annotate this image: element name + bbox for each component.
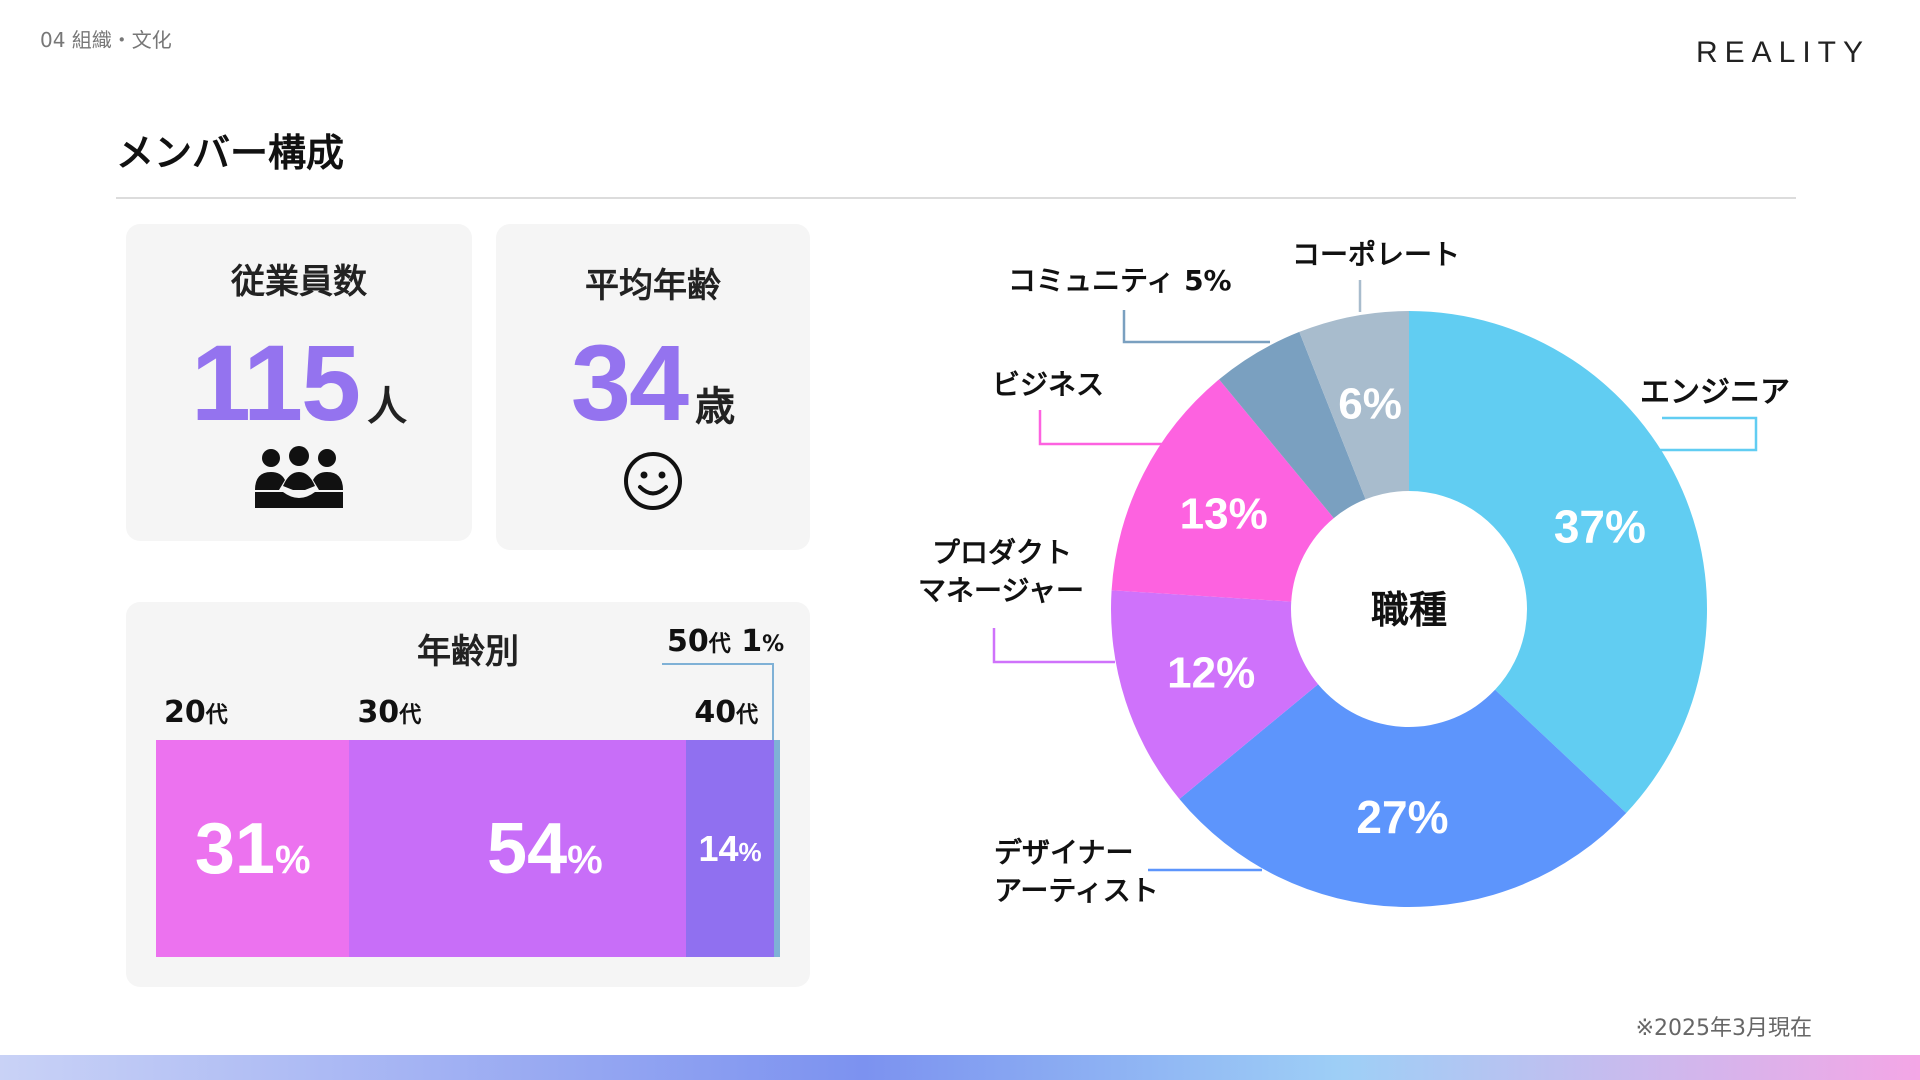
age-label-suffix: 代 [205, 703, 228, 728]
donut-slice-value-label: 13% [1180, 490, 1268, 539]
donut-leader-line [1650, 416, 1758, 452]
age-label-suffix: 代 [708, 632, 731, 657]
donut-slice-value-label: 12% [1167, 648, 1255, 697]
brand-logo: REALITY [1695, 36, 1870, 69]
donut-category-label: マネージャー [918, 574, 1084, 607]
donut-slice [1219, 331, 1366, 519]
age-label-suffix: 代 [399, 703, 422, 728]
donut-leader-line [992, 628, 1115, 664]
age-label-20: 20代 [164, 695, 228, 730]
age-segment-40: 14% [686, 740, 774, 957]
donut-category-label: エンジニア [1640, 375, 1790, 410]
age-50s-leader-line [662, 663, 774, 740]
people-group-icon [253, 446, 345, 512]
average-age-card: 平均年齢 34 歳 [496, 224, 810, 550]
percent-sign: % [274, 837, 311, 882]
age-label-30: 30代 [357, 695, 421, 730]
footnote: ※2025年3月現在 [1635, 1016, 1812, 1041]
footer-gradient-bar [0, 1055, 1920, 1080]
age-segment-percent-label: 31% [195, 808, 311, 890]
age-label-suffix: 代 [736, 703, 759, 728]
average-age-unit: 歳 [695, 384, 736, 430]
age-segment-30: 54% [349, 740, 687, 957]
donut-center-label: 職種 [1371, 588, 1447, 632]
age-label-50: 50代 1% [667, 624, 784, 659]
age-segment-percent-value: 54 [487, 808, 568, 889]
employee-count-value-row: 115 人 [126, 320, 472, 445]
age-segment-50 [773, 740, 780, 957]
title-divider [116, 197, 1796, 199]
donut-slice [1179, 684, 1627, 907]
age-label-40: 40代 [694, 695, 758, 730]
employee-count-number: 115 [190, 322, 361, 443]
donut-category-label: コミュニティ 5% [1008, 264, 1232, 297]
donut-category-label: デザイナー [994, 836, 1133, 869]
age-segment-20: 31% [156, 740, 350, 957]
donut-category-label: アーティスト [994, 874, 1159, 907]
employee-count-card: 従業員数 115 人 [126, 224, 472, 541]
donut-slice [1299, 311, 1409, 500]
age-segment-percent-value: 31 [194, 808, 275, 889]
age-breakdown-card: 年齢別 20代 30代 40代 50代 1% 31% 54% 14% [126, 602, 810, 987]
percent-sign: % [738, 836, 762, 867]
age-segment-percent-label: 14% [698, 828, 761, 870]
donut-slice-value-label: 37% [1554, 500, 1646, 552]
average-age-title: 平均年齢 [585, 266, 721, 306]
donut-leader-line [1038, 410, 1163, 446]
smiley-face-icon [622, 450, 684, 516]
age-label-decade: 20 [164, 695, 206, 730]
donut-slice-value-label: 27% [1356, 791, 1448, 843]
age-segment-percent-label: 54% [487, 808, 603, 890]
donut-slice [1111, 590, 1319, 799]
section-label: 04 組織・文化 [40, 28, 172, 52]
age-label-50s-percent: 1 [730, 624, 763, 659]
donut-slice [1409, 311, 1707, 813]
donut-slice-value-label: 6% [1338, 380, 1402, 429]
age-label-decade: 50 [667, 624, 709, 659]
page-title: メンバー構成 [116, 131, 345, 175]
percent-sign: % [762, 632, 785, 657]
donut-category-label: コーポレート [1292, 238, 1460, 271]
donut-category-label: プロダクト [932, 536, 1072, 569]
average-age-number: 34 [570, 322, 689, 443]
average-age-value-row: 34 歳 [496, 320, 810, 445]
employee-count-title: 従業員数 [231, 262, 367, 302]
age-stacked-bar: 31% 54% 14% [156, 740, 780, 957]
age-label-decade: 30 [357, 695, 400, 730]
age-segment-percent-value: 14 [698, 827, 739, 869]
donut-category-label: ビジネス [992, 368, 1104, 401]
donut-leader-line [1122, 310, 1270, 344]
percent-sign: % [567, 837, 603, 882]
age-breakdown-title: 年齢別 [417, 632, 519, 672]
donut-slice [1111, 379, 1334, 602]
age-label-decade: 40 [694, 695, 737, 730]
employee-count-unit: 人 [367, 384, 408, 430]
